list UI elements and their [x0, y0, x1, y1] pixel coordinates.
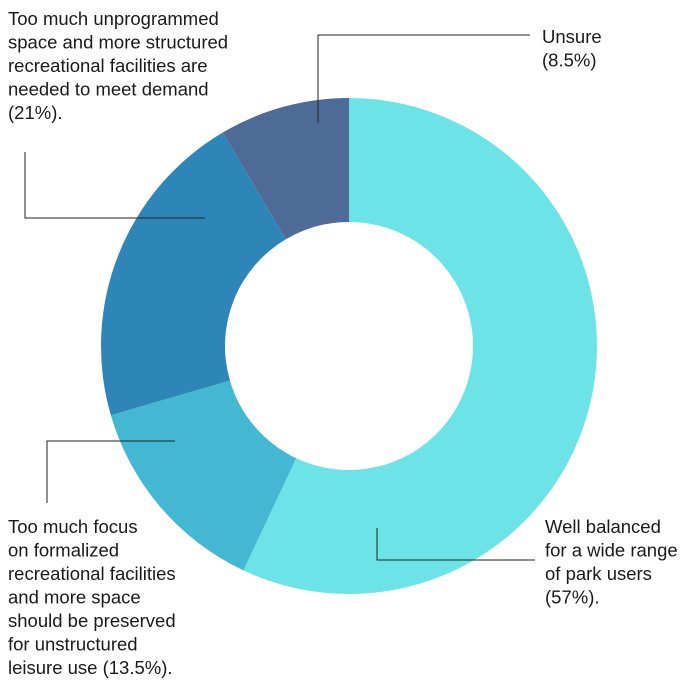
label-line: Too much unprogrammed [8, 8, 219, 29]
label-unsure: Unsure (8.5%) [542, 26, 607, 71]
slice-unsure [222, 98, 349, 240]
label-line: on formalized [8, 540, 119, 561]
label-line: of park users [545, 563, 652, 584]
label-line: leisure use (13.5%). [8, 657, 173, 678]
label-too-much-focus: Too much focus on formalized recreationa… [8, 516, 181, 678]
label-too-much-unprogrammed: Too much unprogrammed space and more str… [8, 8, 233, 123]
leader-lines [24, 34, 535, 561]
label-line: Too much focus [8, 516, 138, 537]
label-line: (8.5%) [542, 50, 597, 71]
label-line: Unsure [542, 26, 602, 47]
label-line: recreational facilities [8, 563, 176, 584]
slice-too-much-unprogrammed [101, 132, 286, 416]
label-well-balanced: Well balanced for a wide range of park u… [545, 516, 683, 608]
leader-line-unsure [317, 34, 530, 123]
leader-line-well-balanced [376, 528, 535, 561]
label-line: for unstructured [8, 634, 138, 655]
slice-well-balanced [243, 98, 597, 594]
donut-slices [101, 98, 597, 594]
label-line: (57%). [545, 587, 600, 608]
label-line: needed to meet demand [8, 79, 209, 100]
label-line: space and more structured [8, 32, 228, 53]
label-line: Well balanced [545, 516, 661, 537]
label-line: and more space [8, 587, 141, 608]
label-line: recreational facilities are [8, 55, 207, 76]
label-line: should be preserved [8, 610, 176, 631]
label-line: for a wide range [545, 540, 678, 561]
leader-line-too-much-unprogrammed [24, 152, 205, 219]
slice-too-much-focus [110, 380, 297, 571]
label-line: (21%). [8, 102, 63, 123]
leader-line-too-much-focus [46, 440, 175, 503]
